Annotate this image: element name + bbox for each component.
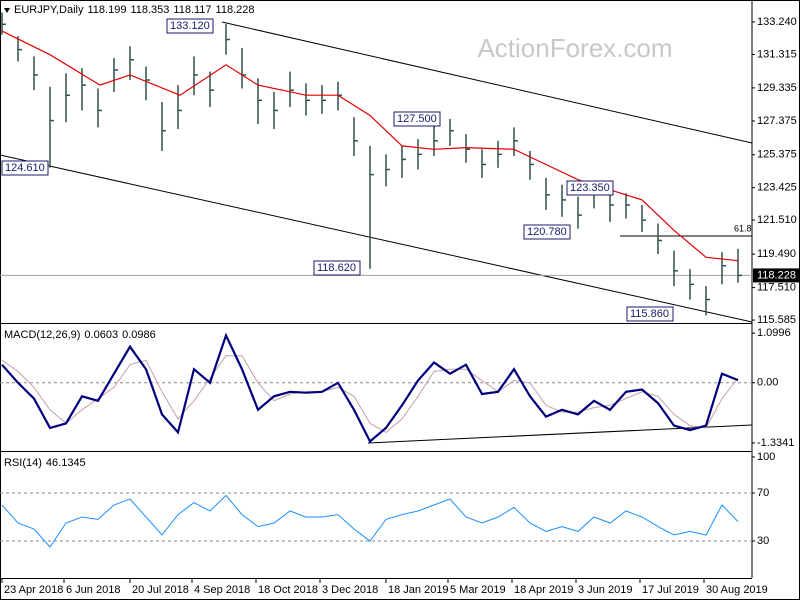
y-tick-label: 0.00 <box>757 377 778 389</box>
annotation-box <box>566 180 614 196</box>
y-tick-label: 121.510 <box>757 214 797 226</box>
x-tick-label: 3 Jun 2019 <box>578 584 632 596</box>
annotation: 61.8 <box>734 223 752 233</box>
x-tick-label: 3 Dec 2018 <box>322 584 378 596</box>
y-tick-label: 127.375 <box>757 115 797 127</box>
readout-value: 0.0986 <box>122 329 156 341</box>
readout-value: 46.1345 <box>46 457 86 469</box>
annotation: 123.350 <box>570 182 610 194</box>
annotation: 120.780 <box>527 226 567 238</box>
y-tick-label: 119.490 <box>757 248 796 260</box>
annotation-box <box>523 224 571 240</box>
y-tick-label: 123.425 <box>757 182 797 194</box>
y-tick-label: 30 <box>757 535 769 547</box>
x-tick-label: 18 Oct 2018 <box>258 584 318 596</box>
annotation-box <box>1 160 49 176</box>
x-tick-label: 18 Jan 2019 <box>388 584 449 596</box>
x-tick-label: 17 Jul 2019 <box>642 584 699 596</box>
readout-value: 118.117 <box>173 4 211 16</box>
y-tick-label: 131.315 <box>757 48 797 60</box>
y-tick-label: 125.375 <box>757 149 797 161</box>
y-tick-label: 100 <box>757 451 775 463</box>
x-tick-label: 30 Aug 2019 <box>706 584 768 596</box>
y-tick-label: 129.335 <box>757 82 797 94</box>
x-tick-label: 18 Apr 2019 <box>514 584 573 596</box>
panel-title: EURJPY,Daily <box>14 4 84 16</box>
y-tick-label: 115.585 <box>757 314 796 326</box>
watermark: ActionForex.com <box>477 33 672 63</box>
annotation: 115.860 <box>630 308 669 320</box>
panel-title: RSI(14) <box>4 457 42 469</box>
menu-arrow <box>4 8 10 13</box>
annotation-box <box>166 18 214 34</box>
x-tick-label: 6 Jun 2018 <box>66 584 120 596</box>
annotation-box <box>313 260 361 276</box>
moving-average <box>1 30 739 262</box>
y-tick-label: 117.510 <box>757 281 796 293</box>
x-tick-label: 4 Sep 2018 <box>194 584 250 596</box>
annotation: 124.610 <box>5 162 45 174</box>
annotation: 118.620 <box>317 262 356 274</box>
readout-value: 118.353 <box>130 4 169 16</box>
trend-line <box>367 424 753 444</box>
x-tick-label: 20 Jul 2018 <box>132 584 189 596</box>
panel-title: MACD(12,26,9) <box>4 329 80 341</box>
readout-value: 118.228 <box>216 4 255 16</box>
annotation-box <box>626 306 674 322</box>
y-tick-label: 133.240 <box>757 16 797 28</box>
annotation: 133.120 <box>170 20 210 32</box>
channel-line <box>221 21 753 144</box>
x-tick-label: 5 Mar 2019 <box>450 584 506 596</box>
x-tick-label: 23 Apr 2018 <box>4 584 63 596</box>
y-tick-label: -1.3341 <box>757 437 794 449</box>
indicator-line <box>1 494 739 548</box>
annotation: 127.500 <box>397 113 437 125</box>
y-tick-label: 70 <box>757 487 769 499</box>
price-box <box>753 268 799 283</box>
readout-value: 0.0603 <box>84 329 118 341</box>
channel-line <box>0 154 753 323</box>
readout-value: 118.199 <box>88 4 127 16</box>
price-box-label: 118.228 <box>757 269 796 281</box>
y-tick-label: 1.0996 <box>757 327 791 339</box>
annotation-box <box>393 111 441 127</box>
indicator-line <box>1 332 739 444</box>
